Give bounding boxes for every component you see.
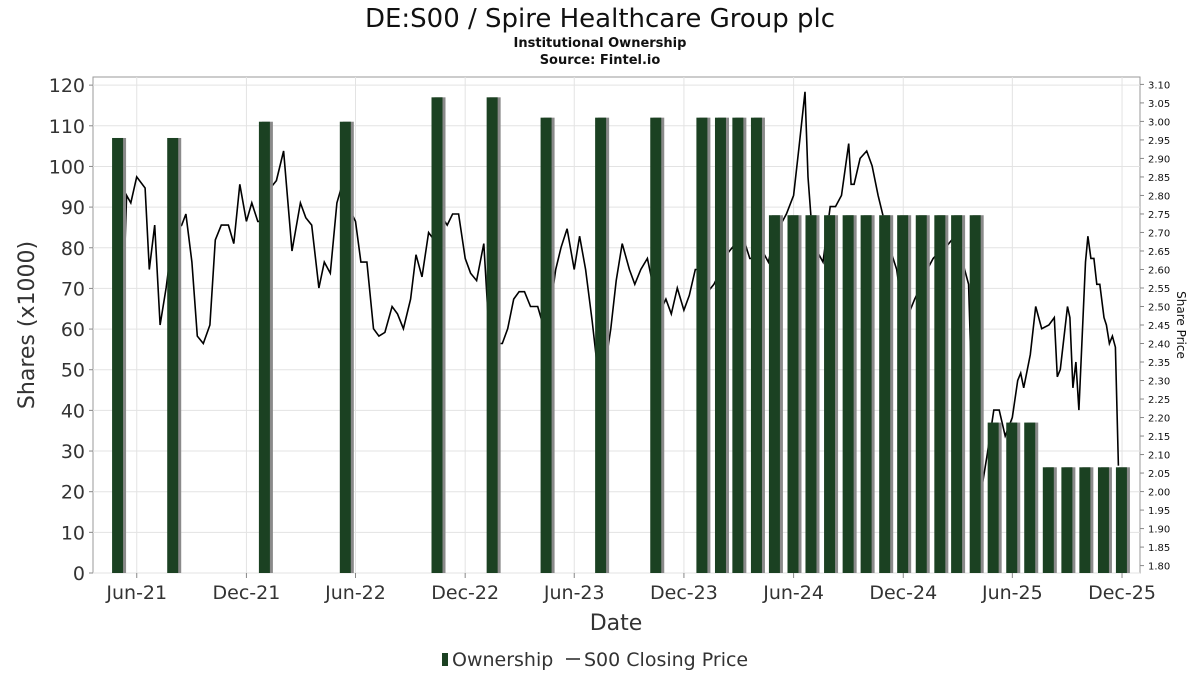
left-tick-label: 80 <box>61 238 85 260</box>
right-tick-label: 2.80 <box>1148 191 1170 202</box>
right-tick-label: 2.75 <box>1148 210 1170 221</box>
ownership-bar <box>167 137 179 573</box>
ownership-bar <box>897 215 909 574</box>
ownership-bar <box>860 215 872 574</box>
ownership-bar <box>1061 467 1073 573</box>
ownership-bar <box>750 117 762 574</box>
left-tick-label: 110 <box>49 116 85 138</box>
ownership-bar <box>768 215 780 574</box>
ownership-bar <box>595 117 607 574</box>
left-y-axis: 0 10 20 30 40 50 60 70 80 90 100 110 120 <box>49 75 93 585</box>
right-tick-label: 1.90 <box>1148 525 1170 536</box>
ownership-bar <box>915 215 927 574</box>
right-tick-label: 1.95 <box>1148 506 1170 517</box>
x-tick-label: Jun-23 <box>543 582 605 604</box>
right-tick-label: 2.45 <box>1148 321 1170 332</box>
ownership-bar <box>339 121 351 573</box>
ownership-bar <box>258 121 270 573</box>
left-tick-label: 120 <box>49 75 85 97</box>
right-tick-label: 1.85 <box>1148 543 1170 554</box>
x-tick-label: Dec-22 <box>431 582 499 604</box>
ownership-bar <box>969 215 981 574</box>
chart-subtitle: Institutional Ownership <box>514 36 687 51</box>
x-tick-label: Dec-21 <box>213 582 281 604</box>
right-tick-label: 2.30 <box>1148 377 1170 388</box>
right-tick-label: 2.40 <box>1148 340 1170 351</box>
right-y-axis-label: Share Price <box>1174 291 1188 359</box>
left-tick-label: 100 <box>49 156 85 178</box>
ownership-bar <box>714 117 726 574</box>
x-tick-label: Dec-25 <box>1088 582 1156 604</box>
right-tick-label: 3.10 <box>1148 80 1170 91</box>
right-tick-label: 2.55 <box>1148 284 1170 295</box>
right-tick-label: 2.85 <box>1148 173 1170 184</box>
ownership-bar <box>787 215 799 574</box>
chart-title: DE:S00 / Spire Healthcare Group plc <box>365 4 835 34</box>
legend-ownership-swatch <box>442 653 448 666</box>
x-axis-label: Date <box>590 611 643 636</box>
left-tick-label: 30 <box>61 441 85 463</box>
ownership-bar <box>696 117 708 574</box>
right-tick-label: 2.10 <box>1148 451 1170 462</box>
ownership-bar <box>1079 467 1091 573</box>
x-tick-label: Dec-24 <box>869 582 937 604</box>
ownership-bar <box>987 422 999 573</box>
ownership-bar <box>1115 467 1127 573</box>
chart-source: Source: Fintel.io <box>540 53 661 68</box>
ownership-bar <box>879 215 891 574</box>
ownership-bar <box>824 215 836 574</box>
ownership-bar <box>112 137 124 573</box>
ownership-bar <box>1006 422 1018 573</box>
right-tick-label: 3.00 <box>1148 117 1170 128</box>
right-tick-label: 2.00 <box>1148 488 1170 499</box>
right-tick-label: 1.80 <box>1148 562 1170 573</box>
left-tick-label: 90 <box>61 197 85 219</box>
left-tick-label: 10 <box>61 522 85 544</box>
right-tick-label: 2.35 <box>1148 358 1170 369</box>
x-tick-label: Dec-23 <box>650 582 718 604</box>
ownership-bar <box>650 117 662 574</box>
x-axis: Jun-21 Dec-21 Jun-22 Dec-22 Jun-23 Dec-23 Jun-… <box>105 573 1156 604</box>
right-tick-label: 2.05 <box>1148 469 1170 480</box>
left-tick-label: 40 <box>61 400 85 422</box>
right-tick-label: 2.20 <box>1148 414 1170 425</box>
ownership-bar <box>934 215 946 574</box>
right-tick-label: 2.50 <box>1148 302 1170 313</box>
ownership-bar <box>1042 467 1054 573</box>
right-y-axis: 1.80 1.85 1.90 1.95 2.00 2.05 2.10 2.15 2.20 2.25… <box>1140 80 1170 573</box>
left-y-axis-label: Shares (x1000) <box>15 241 40 409</box>
ownership-bar <box>805 215 817 574</box>
x-tick-label: Jun-21 <box>105 582 167 604</box>
ownership-bar <box>732 117 744 574</box>
ownership-bar <box>540 117 552 574</box>
ownership-bar <box>486 97 498 573</box>
x-tick-label: Jun-22 <box>324 582 386 604</box>
right-tick-label: 2.60 <box>1148 265 1170 276</box>
left-tick-label: 50 <box>61 360 85 382</box>
right-tick-label: 2.90 <box>1148 154 1170 165</box>
right-tick-label: 2.15 <box>1148 432 1170 443</box>
ownership-bar <box>1024 422 1036 573</box>
x-tick-label: Jun-25 <box>981 582 1043 604</box>
left-tick-label: 60 <box>61 319 85 341</box>
ownership-bars <box>112 97 1130 574</box>
legend-ownership-label: Ownership <box>452 649 553 671</box>
ownership-bar <box>842 215 854 574</box>
left-tick-label: 70 <box>61 278 85 300</box>
x-tick-label: Jun-24 <box>762 582 824 604</box>
right-tick-label: 2.25 <box>1148 395 1170 406</box>
legend: Ownership S00 Closing Price <box>442 649 748 671</box>
right-tick-label: 2.65 <box>1148 247 1170 258</box>
right-tick-label: 3.05 <box>1148 99 1170 110</box>
ownership-bar <box>431 97 443 573</box>
left-tick-label: 0 <box>73 563 85 585</box>
ownership-bar <box>1097 467 1109 573</box>
ownership-bar <box>951 215 963 574</box>
legend-price-label: S00 Closing Price <box>584 649 748 671</box>
left-tick-label: 20 <box>61 482 85 504</box>
right-tick-label: 2.70 <box>1148 228 1170 239</box>
right-tick-label: 2.95 <box>1148 136 1170 147</box>
